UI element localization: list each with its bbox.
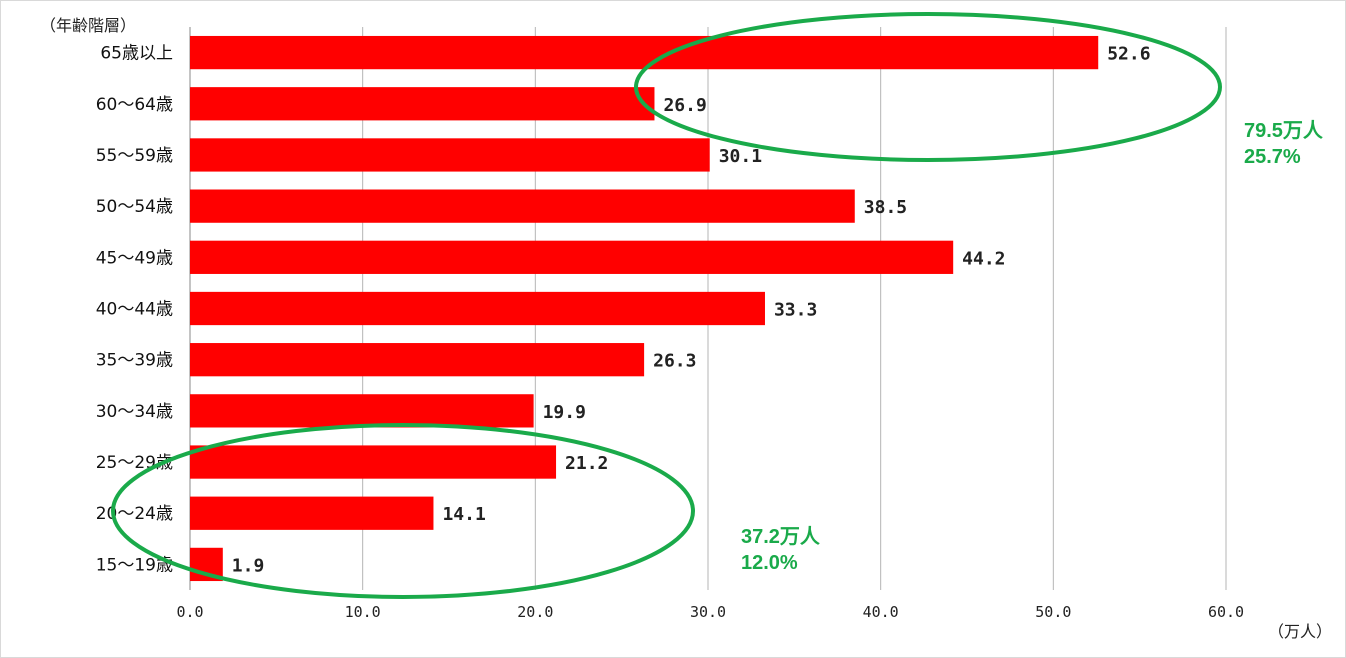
younger-group-annotation: 37.2万人 12.0% — [741, 524, 820, 576]
value-label: 30.1 — [719, 146, 762, 167]
category-label: 35～39歳 — [96, 351, 173, 371]
bar — [190, 240, 954, 274]
value-label: 52.6 — [1107, 44, 1150, 65]
x-tick-label: 60.0 — [1208, 603, 1244, 621]
older-group-total: 79.5万人 — [1244, 120, 1323, 142]
bar — [190, 189, 855, 223]
bar — [190, 496, 434, 530]
x-tick-labels: 0.0 10.0 20.0 30.0 40.0 50.0 60.0 — [176, 603, 1244, 621]
category-label: 65歳以上 — [100, 44, 173, 64]
bar — [190, 343, 645, 377]
category-labels: 65歳以上 60～64歳 55～59歳 50～54歳 45～49歳 40～44歳 35～39… — [96, 44, 173, 576]
category-label: 50～54歳 — [96, 197, 173, 217]
bar — [190, 445, 557, 479]
bar — [190, 394, 534, 428]
value-label: 33.3 — [774, 300, 817, 321]
x-tick-label: 20.0 — [517, 603, 553, 621]
value-label: 26.3 — [653, 351, 696, 372]
older-group-share: 25.7% — [1244, 146, 1301, 168]
x-tick-label: 10.0 — [345, 603, 381, 621]
value-label: 19.9 — [543, 402, 586, 423]
value-label: 44.2 — [962, 248, 1005, 269]
older-group-ellipse — [634, 12, 1222, 162]
value-label: 21.2 — [565, 453, 608, 474]
older-group-annotation: 79.5万人 25.7% — [1244, 118, 1323, 170]
bar — [190, 138, 710, 172]
highlight-ellipses — [111, 12, 1222, 599]
x-tick-label: 40.0 — [863, 603, 899, 621]
younger-group-total: 37.2万人 — [741, 526, 820, 548]
category-label: 40～44歳 — [96, 300, 173, 320]
category-label: 45～49歳 — [96, 248, 173, 268]
value-label: 38.5 — [864, 197, 907, 218]
value-label: 14.1 — [442, 504, 485, 525]
younger-group-share: 12.0% — [741, 552, 798, 574]
bar — [190, 87, 655, 121]
x-tick-label: 0.0 — [176, 603, 203, 621]
bars — [190, 35, 1099, 582]
bar — [190, 291, 765, 326]
value-label: 1.9 — [232, 555, 265, 576]
category-label: 20～24歳 — [96, 504, 173, 524]
category-label: 55～59歳 — [96, 146, 173, 166]
y-axis-label: （年齢階層） — [40, 16, 137, 35]
value-labels: 52.6 26.9 30.1 38.5 44.2 33.3 26.3 19.9 21.2 14.1… — [232, 44, 1151, 577]
category-label: 15～19歳 — [96, 555, 173, 575]
x-axis-unit-label: （万人） — [1268, 622, 1333, 641]
category-label: 60～64歳 — [96, 95, 173, 115]
value-label: 26.9 — [663, 95, 706, 116]
x-tick-label: 30.0 — [690, 603, 726, 621]
x-tick-label: 50.0 — [1035, 603, 1071, 621]
category-label: 30～34歳 — [96, 402, 173, 422]
younger-group-ellipse — [111, 423, 695, 599]
bar — [190, 35, 1099, 70]
